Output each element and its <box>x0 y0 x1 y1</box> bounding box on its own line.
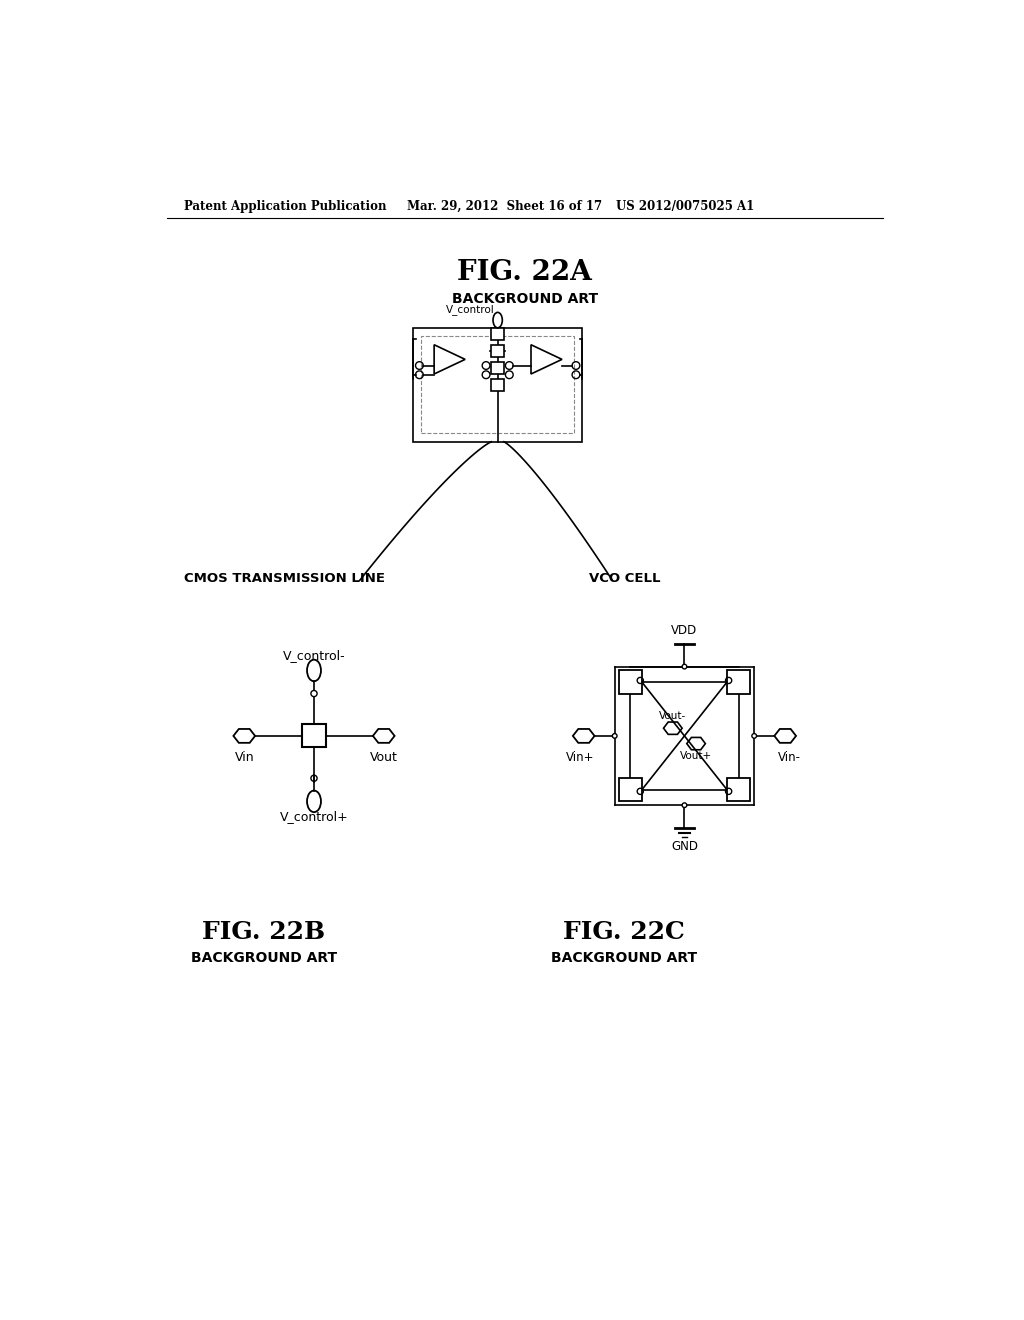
Circle shape <box>682 664 687 669</box>
Text: Vout: Vout <box>370 751 397 764</box>
Text: V_control: V_control <box>445 304 495 314</box>
Bar <box>421 335 573 433</box>
Circle shape <box>752 734 757 738</box>
Text: Vin-: Vin- <box>777 751 801 764</box>
Text: FIG. 22B: FIG. 22B <box>202 920 326 944</box>
Text: BACKGROUND ART: BACKGROUND ART <box>551 950 697 965</box>
Bar <box>492 345 504 358</box>
Text: V_control-: V_control- <box>283 648 345 661</box>
Bar <box>618 779 642 801</box>
Bar <box>727 671 751 693</box>
Text: VCO CELL: VCO CELL <box>589 572 660 585</box>
Text: Vout+: Vout+ <box>680 751 712 760</box>
Bar <box>492 362 504 374</box>
Text: Vin+: Vin+ <box>565 751 594 764</box>
Bar <box>618 671 642 693</box>
Bar <box>302 725 326 747</box>
Text: VDD: VDD <box>672 624 697 638</box>
Text: FIG. 22A: FIG. 22A <box>458 259 592 286</box>
Text: BACKGROUND ART: BACKGROUND ART <box>452 292 598 306</box>
Text: Patent Application Publication: Patent Application Publication <box>183 199 386 213</box>
Text: Vout-: Vout- <box>659 711 686 721</box>
Circle shape <box>682 803 687 808</box>
Text: BACKGROUND ART: BACKGROUND ART <box>190 950 337 965</box>
Circle shape <box>612 734 617 738</box>
Text: Vin: Vin <box>234 751 254 764</box>
Text: GND: GND <box>671 840 698 853</box>
Text: V_control+: V_control+ <box>280 810 348 824</box>
Text: FIG. 22C: FIG. 22C <box>563 920 685 944</box>
Bar <box>727 779 751 801</box>
Text: US 2012/0075025 A1: US 2012/0075025 A1 <box>616 199 755 213</box>
Bar <box>492 327 504 341</box>
Text: Mar. 29, 2012  Sheet 16 of 17: Mar. 29, 2012 Sheet 16 of 17 <box>407 199 602 213</box>
Text: CMOS TRANSMISSION LINE: CMOS TRANSMISSION LINE <box>183 572 385 585</box>
Bar <box>414 327 583 442</box>
Bar <box>492 379 504 391</box>
